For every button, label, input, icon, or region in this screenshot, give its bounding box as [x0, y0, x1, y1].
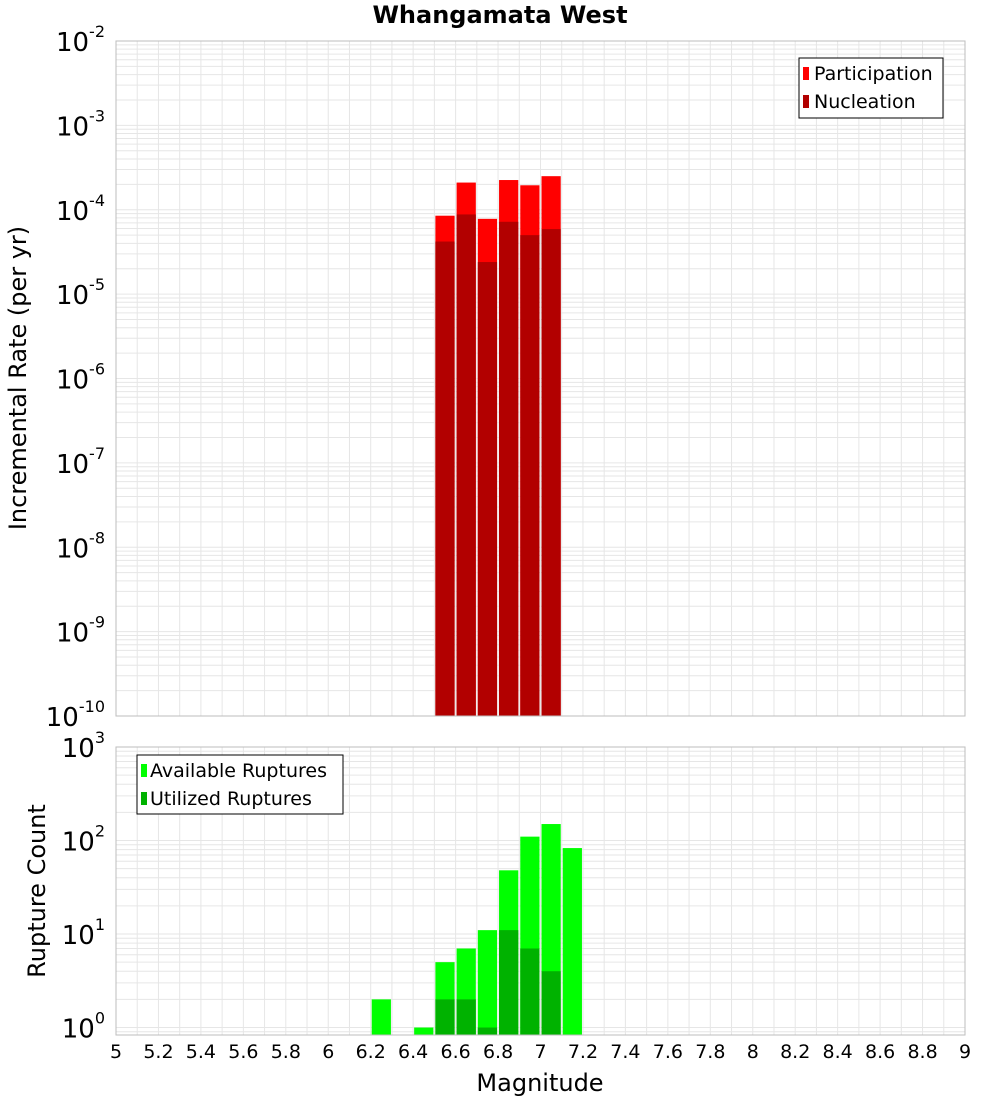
x-tick-label: 6.4 — [398, 1041, 428, 1063]
x-tick-label: 6.8 — [483, 1041, 513, 1063]
count-y-axis-label: Rupture Count — [23, 804, 51, 978]
x-tick-label: 5.6 — [228, 1041, 258, 1063]
x-tick-label: 8.4 — [823, 1041, 853, 1063]
x-tick-label: 7.8 — [695, 1041, 725, 1063]
rate-legend: Participation Nucleation — [798, 57, 944, 119]
rate-legend-box — [798, 57, 944, 119]
x-tick-label: 5 — [110, 1041, 122, 1063]
x-tick-label: 7.4 — [610, 1041, 640, 1063]
y-tick-label: 10-6 — [56, 360, 105, 396]
y-tick-label: 10-3 — [56, 106, 105, 142]
x-tick-label: 6.2 — [356, 1041, 386, 1063]
available-ruptures-bar — [562, 848, 582, 1035]
nucleation-bar — [499, 221, 519, 716]
available-legend-label: Available Ruptures — [150, 760, 327, 782]
nucleation-bar — [477, 262, 498, 716]
y-tick-label: 10-10 — [46, 697, 105, 733]
x-axis-label: Magnitude — [476, 1069, 603, 1097]
x-tick-label: 5.4 — [186, 1041, 216, 1063]
available-ruptures-bar — [477, 930, 498, 1035]
available-ruptures-bar — [371, 999, 391, 1035]
x-tick-label: 7.6 — [653, 1041, 683, 1063]
chart-title: Whangamata West — [372, 1, 627, 29]
x-tick-label: 8 — [747, 1041, 759, 1063]
y-tick-label: 10-2 — [56, 22, 105, 58]
x-tick-label: 7 — [534, 1041, 546, 1063]
count-plot-border — [115, 746, 966, 1036]
utilized-ruptures-bar — [456, 999, 476, 1035]
x-tick-label: 5.2 — [143, 1041, 173, 1063]
participation-legend-label: Participation — [814, 63, 933, 85]
y-tick-label: 103 — [62, 728, 105, 764]
x-tick-label: 6.6 — [440, 1041, 470, 1063]
utilized-ruptures-bar — [477, 1027, 498, 1035]
y-tick-label: 10-5 — [56, 275, 105, 311]
rate-plot-border — [115, 40, 966, 717]
utilized-ruptures-bar — [541, 971, 561, 1035]
count-legend: Available Ruptures Utilized Ruptures — [136, 754, 344, 815]
nucleation-bar — [435, 241, 455, 717]
rate-y-axis-label: Incremental Rate (per yr) — [4, 226, 32, 530]
rate-y-ticks: 10-10 10-9 10-8 10-7 10-6 10-5 10-4 10-3 10-2 — [46, 22, 105, 733]
utilized-ruptures-bar — [435, 999, 455, 1035]
available-ruptures-bar — [414, 1027, 434, 1035]
nucleation-bar — [456, 214, 476, 717]
nucleation-bar — [520, 235, 540, 716]
x-axis-ticks: 5 5.2 5.4 5.6 5.8 6 6.2 6.4 6.6 6.8 7 7.2 7.4 7.6 7.8 8… — [110, 1041, 971, 1063]
x-tick-label: 8.2 — [780, 1041, 810, 1063]
y-tick-label: 100 — [62, 1009, 105, 1045]
rate-gridlines — [115, 41, 966, 717]
x-tick-label: 8.6 — [865, 1041, 895, 1063]
participation-legend-swatch — [803, 67, 809, 80]
count-y-ticks: 100 101 102 103 — [62, 728, 105, 1045]
y-tick-label: 10-8 — [56, 528, 105, 564]
rate-bars — [435, 176, 561, 717]
nucleation-legend-label: Nucleation — [814, 91, 916, 113]
y-tick-label: 102 — [62, 822, 105, 858]
y-tick-label: 10-7 — [56, 444, 105, 480]
utilized-ruptures-bar — [520, 948, 540, 1035]
utilized-legend-label: Utilized Ruptures — [150, 788, 312, 810]
x-tick-label: 8.8 — [907, 1041, 937, 1063]
nucleation-legend-swatch — [803, 95, 809, 108]
utilized-legend-swatch — [141, 792, 147, 805]
y-tick-label: 101 — [62, 915, 105, 951]
nucleation-bar — [541, 229, 561, 717]
count-panel: 100 101 102 103 Rupture Count Available Rup… — [23, 728, 966, 1045]
utilized-ruptures-bar — [499, 930, 519, 1035]
y-tick-label: 10-9 — [56, 613, 105, 649]
x-tick-label: 6 — [322, 1041, 334, 1063]
x-tick-label: 7.2 — [568, 1041, 598, 1063]
y-tick-label: 10-4 — [56, 191, 105, 227]
rate-panel: 10-10 10-9 10-8 10-7 10-6 10-5 10-4 10-3 10-2 In… — [4, 22, 966, 733]
available-legend-swatch — [141, 764, 147, 777]
count-legend-box — [136, 754, 344, 815]
x-tick-label: 9 — [959, 1041, 971, 1063]
x-tick-label: 5.8 — [271, 1041, 301, 1063]
count-bars — [371, 824, 582, 1035]
